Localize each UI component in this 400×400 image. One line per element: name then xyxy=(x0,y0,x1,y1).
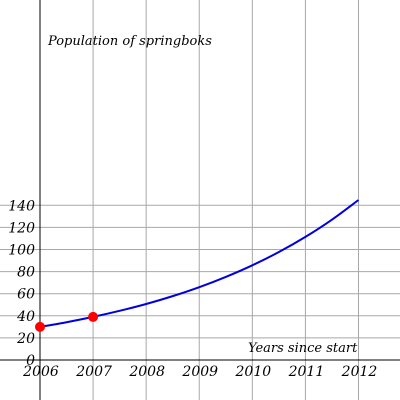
x-tick-labels: 2006 2007 2008 2009 2010 2011 2012 xyxy=(22,364,377,380)
x-tick-label-2010: 2010 xyxy=(235,364,272,380)
x-tick-label-2009: 2009 xyxy=(181,364,218,380)
y-tick-labels: 0 20 40 60 80 100 120 140 xyxy=(8,198,35,369)
points-layer xyxy=(35,311,99,332)
x-tick-label-2011: 2011 xyxy=(288,364,325,380)
x-tick-label-2012: 2012 xyxy=(341,364,378,380)
y-tick-label-20: 20 xyxy=(16,331,35,347)
y-tick-label-60: 60 xyxy=(17,287,35,303)
x-tick-label-2006: 2006 xyxy=(22,364,59,380)
y-tick-label-40: 40 xyxy=(16,309,35,325)
x-tick-label-2008: 2008 xyxy=(128,364,165,380)
data-point-2006 xyxy=(35,321,45,332)
y-tick-label-120: 120 xyxy=(8,220,35,236)
x-axis-title: Years since start xyxy=(248,341,358,356)
y-tick-label-140: 140 xyxy=(8,198,35,214)
data-point-2007 xyxy=(88,311,99,322)
y-tick-label-100: 100 xyxy=(8,243,35,259)
y-axis-title: Population of springboks xyxy=(47,34,212,49)
y-tick-label-80: 80 xyxy=(17,265,35,281)
x-tick-label-2007: 2007 xyxy=(75,364,112,380)
y-tick-label-0: 0 xyxy=(26,353,35,369)
